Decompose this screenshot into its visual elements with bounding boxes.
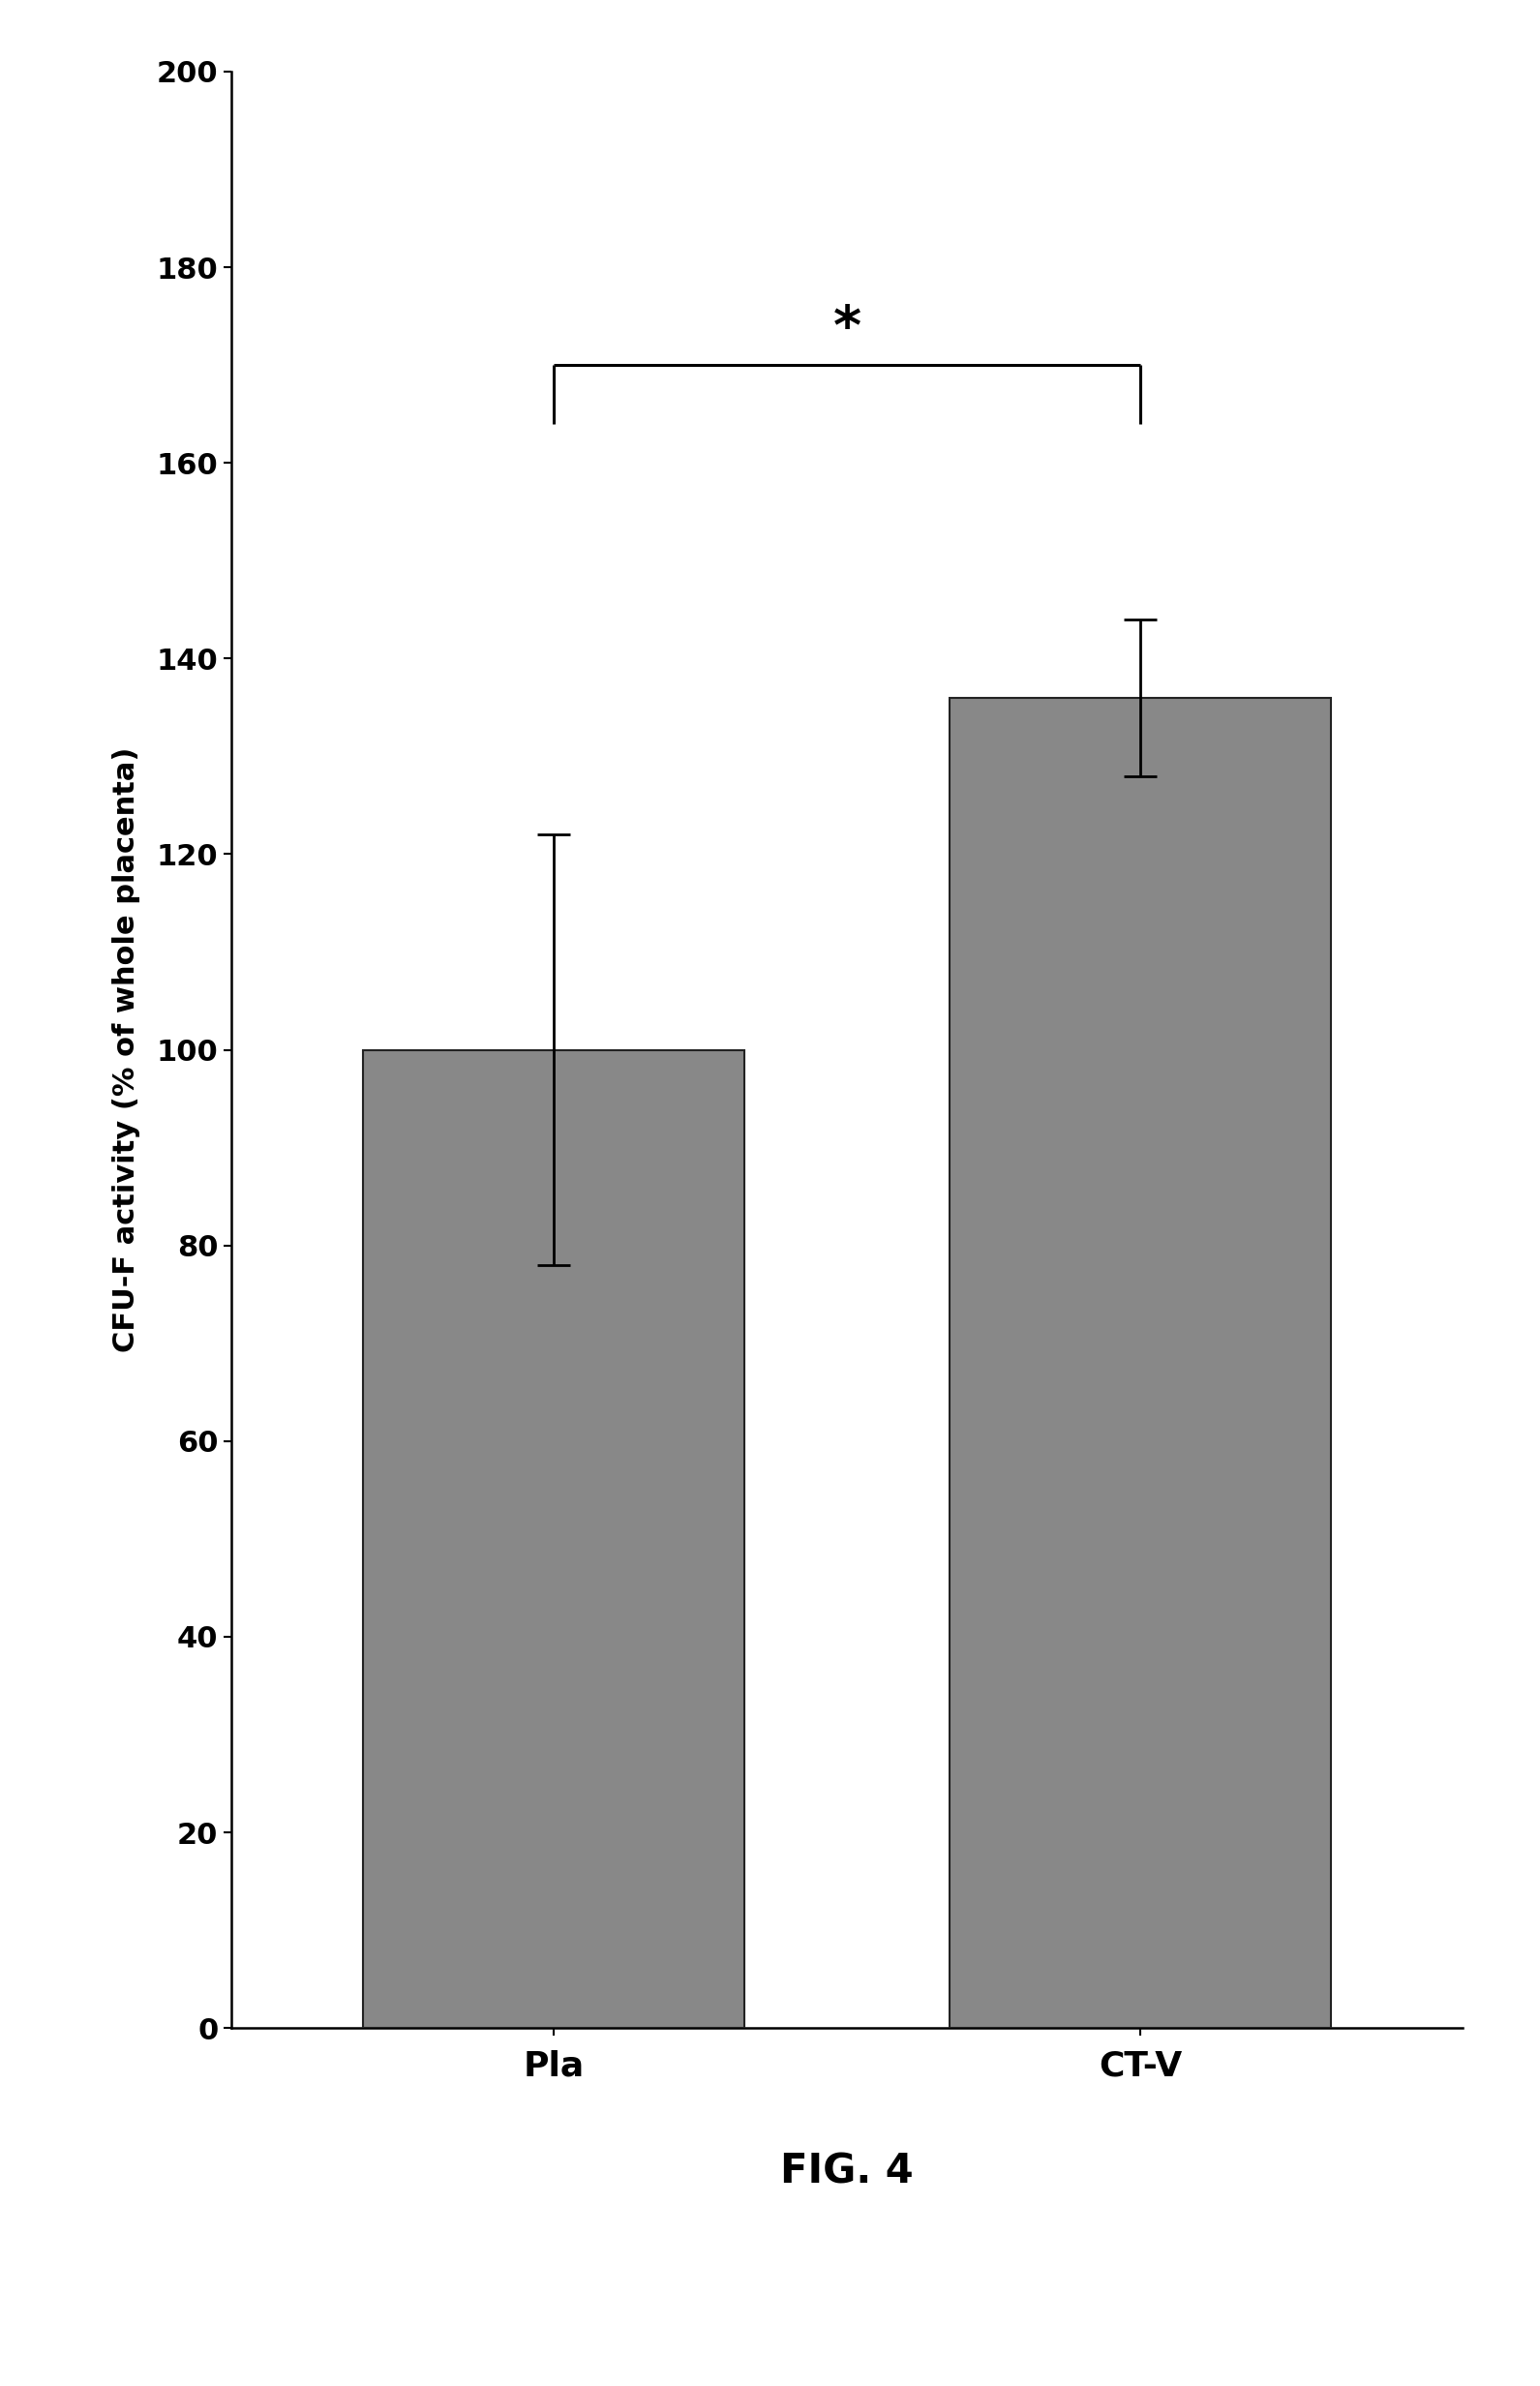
Bar [363,1050,744,2028]
Text: *: * [833,303,861,356]
Bar [950,697,1331,2028]
Y-axis label: CFU-F activity (% of whole placenta): CFU-F activity (% of whole placenta) [112,747,140,1353]
Text: FIG. 4: FIG. 4 [781,2150,913,2193]
